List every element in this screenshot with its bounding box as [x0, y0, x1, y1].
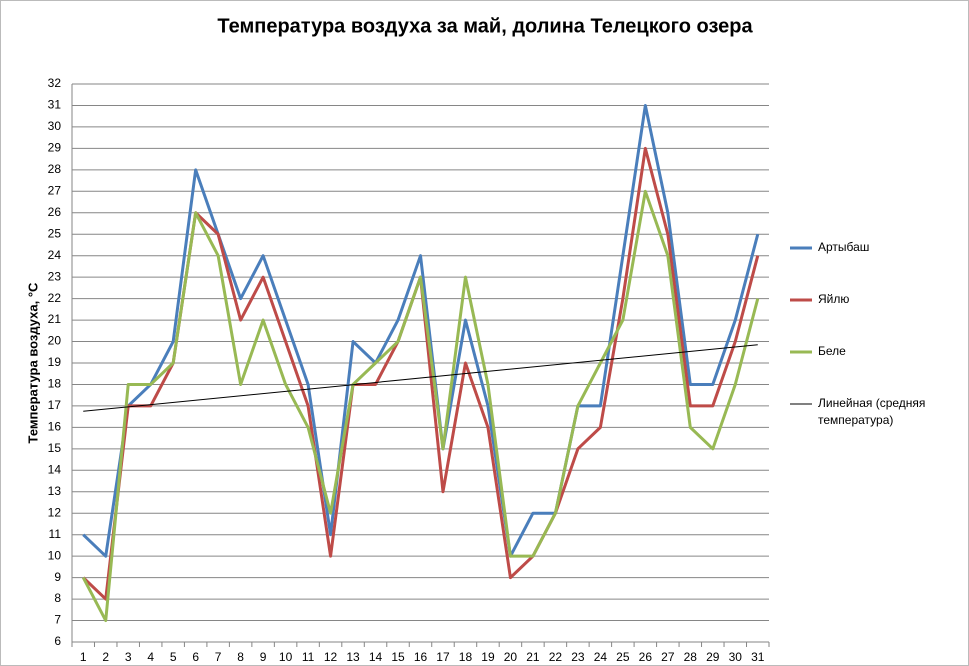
y-tick-label: 9	[54, 570, 61, 584]
x-tick-label: 3	[125, 650, 132, 664]
y-tick-label: 17	[48, 398, 62, 412]
x-tick-label: 21	[526, 650, 540, 664]
y-tick-label: 13	[48, 484, 62, 498]
x-tick-label: 5	[170, 650, 177, 664]
x-tick-label: 13	[346, 650, 360, 664]
x-tick-label: 8	[237, 650, 244, 664]
y-tick-label: 8	[54, 591, 61, 605]
x-tick-label: 15	[391, 650, 405, 664]
x-tick-label: 30	[729, 650, 743, 664]
y-tick-label: 7	[54, 613, 61, 627]
legend-label: Линейная (средняя температура)	[818, 396, 926, 427]
y-tick-label: 22	[48, 291, 62, 305]
y-axis-label: Температура воздуха, °С	[25, 282, 40, 443]
y-tick-label: 27	[48, 183, 62, 197]
x-tick-label: 14	[369, 650, 383, 664]
x-tick-label: 4	[147, 650, 154, 664]
x-tick-label: 18	[459, 650, 473, 664]
x-tick-label: 24	[594, 650, 608, 664]
x-tick-label: 29	[706, 650, 720, 664]
x-tick-label: 6	[192, 650, 199, 664]
y-tick-label: 16	[48, 420, 62, 434]
y-tick-label: 31	[48, 98, 62, 112]
series-line	[82, 103, 760, 558]
y-tick-label: 14	[48, 462, 62, 476]
x-tick-label: 10	[279, 650, 293, 664]
y-tick-label: 6	[54, 634, 61, 648]
x-tick-label: 9	[260, 650, 267, 664]
y-tick-label: 10	[48, 548, 62, 562]
x-tick-label: 17	[436, 650, 450, 664]
legend-label: Яйлю	[818, 292, 850, 306]
series-line	[82, 146, 760, 601]
y-tick-label: 21	[48, 312, 62, 326]
x-tick-label: 16	[414, 650, 428, 664]
y-tick-label: 28	[48, 162, 62, 176]
x-tick-label: 12	[324, 650, 338, 664]
y-tick-label: 32	[48, 76, 62, 90]
x-tick-label: 22	[549, 650, 563, 664]
x-tick-label: 19	[481, 650, 495, 664]
x-tick-label: 25	[616, 650, 630, 664]
x-tick-label: 26	[639, 650, 653, 664]
x-tick-label: 7	[215, 650, 222, 664]
y-tick-label: 23	[48, 269, 62, 283]
y-tick-label: 25	[48, 226, 62, 240]
chart-title: Температура воздуха за май, долина Телец…	[217, 15, 753, 37]
x-tick-label: 31	[751, 650, 765, 664]
y-tick-label: 29	[48, 141, 62, 155]
x-tick-label: 11	[302, 650, 315, 664]
y-tick-label: 26	[48, 205, 62, 219]
y-tick-label: 30	[48, 119, 62, 133]
x-tick-label: 28	[684, 650, 698, 664]
x-tick-label: 27	[661, 650, 675, 664]
legend-label: Беле	[818, 344, 846, 358]
y-tick-label: 20	[48, 334, 62, 348]
x-tick-label: 23	[571, 650, 585, 664]
y-tick-label: 18	[48, 377, 62, 391]
legend-label: Артыбаш	[818, 240, 870, 254]
series-line	[81, 189, 760, 623]
y-tick-label: 19	[48, 355, 62, 369]
trend-line	[83, 344, 758, 412]
x-tick-label: 1	[80, 650, 87, 664]
y-tick-label: 15	[48, 441, 62, 455]
y-tick-label: 24	[48, 248, 62, 262]
y-tick-label: 11	[49, 527, 62, 541]
x-tick-label: 20	[504, 650, 518, 664]
x-tick-label: 2	[102, 650, 109, 664]
y-tick-label: 12	[48, 505, 62, 519]
